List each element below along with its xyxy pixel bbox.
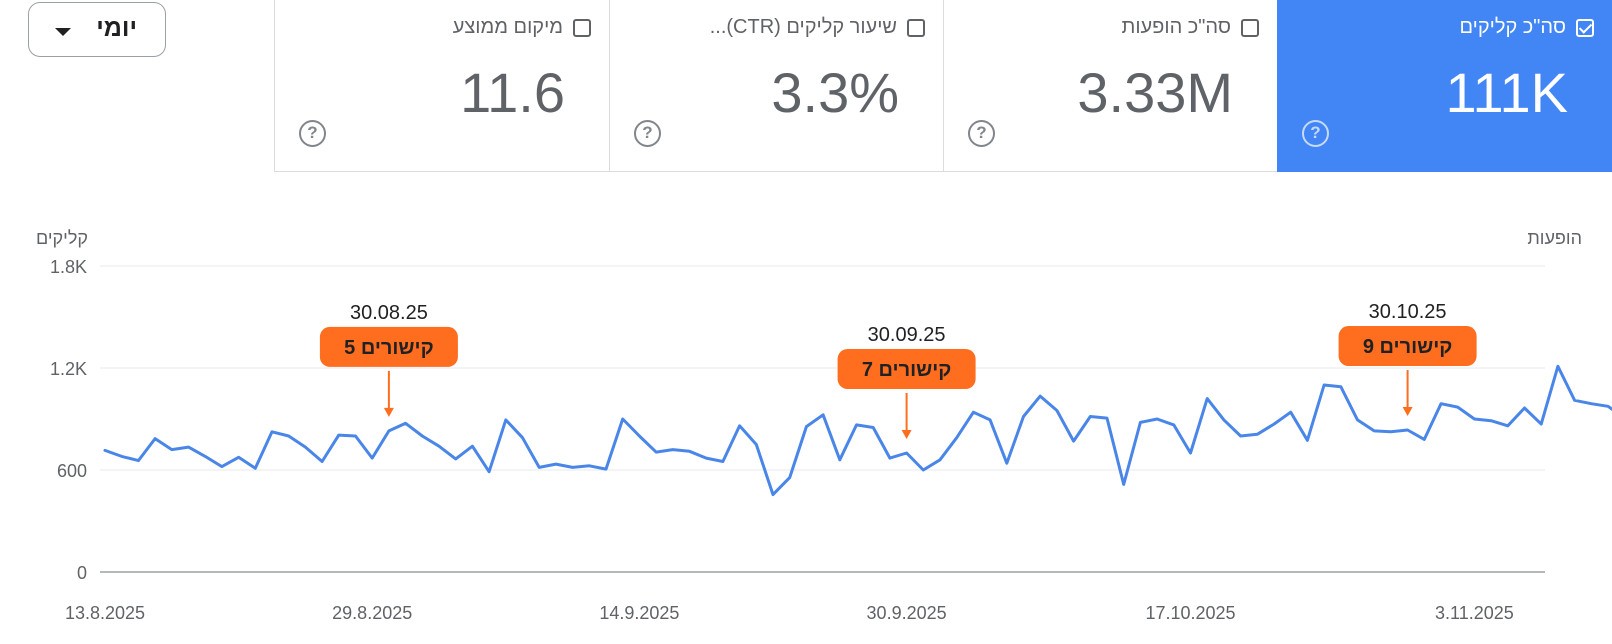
x-tick-label: 30.9.2025 — [867, 603, 947, 623]
metric-value: 3.33M — [1077, 61, 1233, 124]
x-tick-label: 13.8.2025 — [65, 603, 145, 623]
annotation-date: 30.10.25 — [1369, 301, 1447, 323]
metric-label: סה"כ קליקים — [1459, 16, 1567, 38]
period-select[interactable]: יומי — [28, 2, 166, 57]
annotation-badge — [319, 326, 458, 367]
metric-value: 111K — [1445, 61, 1568, 124]
annotation-badge — [1338, 326, 1477, 367]
checkbox-icon[interactable] — [907, 18, 925, 37]
annotation-label: 7 קישורים — [862, 359, 952, 381]
checkbox-checked-icon[interactable] — [1576, 18, 1594, 37]
x-tick-label: 14.9.2025 — [599, 603, 679, 623]
annotation-callout: 7 קישורים 30.09.25 — [837, 324, 976, 439]
x-tick-label: 17.10.2025 — [1145, 603, 1235, 623]
metric-card-total-impressions[interactable]: סה"כ הופעות 3.33M ? — [943, 0, 1277, 172]
checkbox-icon[interactable] — [573, 18, 591, 37]
annotation-badge — [837, 349, 976, 389]
help-icon[interactable]: ? — [634, 120, 661, 147]
arrow-down-icon — [901, 430, 912, 439]
caret-down-icon — [55, 28, 71, 36]
y-tick-label: 1.8K — [50, 257, 87, 277]
y-axis-title-right: הופעות — [1527, 228, 1582, 248]
metric-card-ctr[interactable]: שיעור קליקים (CTR)... 3.3% ? — [609, 0, 943, 172]
y-tick-label: 0 — [77, 563, 87, 583]
help-icon[interactable]: ? — [1302, 120, 1329, 147]
metric-label: שיעור קליקים (CTR)... — [709, 16, 897, 38]
clicks-series-line — [103, 364, 1612, 497]
metric-card-average-position[interactable]: מיקום ממוצע 11.6 ? — [274, 0, 609, 172]
annotation-callout: 9 קישורים 30.10.25 — [1338, 301, 1477, 417]
arrow-down-icon — [1402, 407, 1413, 417]
annotation-callout: 5 קישורים 30.08.25 — [319, 302, 458, 417]
annotation-label: 9 קישורים — [1363, 336, 1453, 358]
metric-value: 3.3% — [771, 61, 899, 124]
y-tick-label: 1.2K — [50, 359, 87, 379]
x-tick-label: 29.8.2025 — [332, 603, 412, 623]
metric-card-total-clicks[interactable]: סה"כ קליקים 111K ? — [1277, 0, 1612, 172]
annotation-date: 30.09.25 — [868, 324, 946, 346]
arrow-down-icon — [383, 407, 394, 417]
y-tick-label: 600 — [57, 461, 87, 481]
metric-label: סה"כ הופעות — [1121, 16, 1231, 38]
checkbox-icon[interactable] — [1241, 18, 1259, 37]
annotation-label: 5 קישורים — [344, 337, 434, 359]
metric-label: מיקום ממוצע — [452, 16, 563, 38]
help-icon[interactable]: ? — [968, 120, 995, 147]
x-tick-label: 3.11.2025 — [1435, 603, 1514, 623]
help-icon[interactable]: ? — [299, 120, 326, 147]
period-select-label: יומי — [96, 14, 137, 42]
clicks-line-chart: 0 600 1.2K 1.8K 13.8.2025 29.8.2025 14.9.2025… — [36, 228, 1612, 623]
metric-value: 11.6 — [460, 61, 565, 124]
y-axis-title-left: קליקים — [36, 228, 88, 248]
annotation-date: 30.08.25 — [350, 302, 428, 324]
